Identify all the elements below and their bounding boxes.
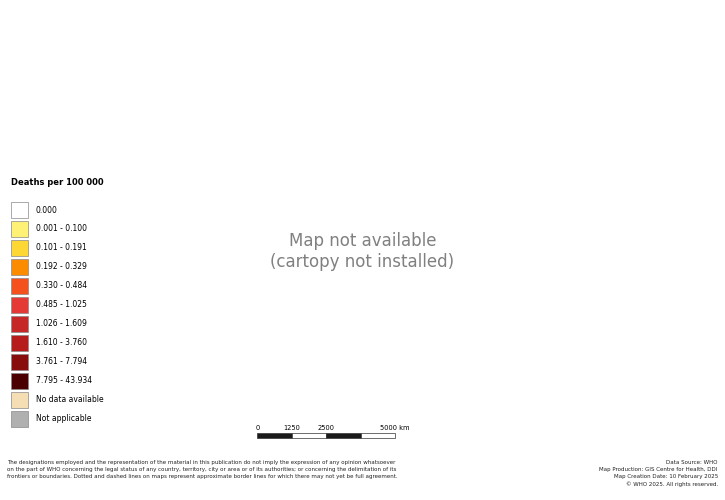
Text: 0.192 - 0.329: 0.192 - 0.329 — [36, 262, 86, 272]
Text: World Health
Organization: World Health Organization — [640, 10, 705, 34]
Bar — [11, 411, 28, 426]
Text: 0.485 - 1.025: 0.485 - 1.025 — [36, 300, 86, 310]
Text: 1250: 1250 — [283, 424, 300, 430]
Text: No data available: No data available — [36, 395, 103, 404]
Text: 5000 km: 5000 km — [381, 424, 410, 430]
Text: 0.000: 0.000 — [36, 206, 57, 214]
Text: Map not available
(cartopy not installed): Map not available (cartopy not installed… — [270, 232, 455, 270]
Bar — [11, 278, 28, 293]
Text: Not applicable: Not applicable — [36, 414, 91, 423]
Bar — [11, 373, 28, 388]
Bar — [360, 432, 395, 438]
Text: 3.761 - 7.794: 3.761 - 7.794 — [36, 358, 87, 366]
Bar — [11, 354, 28, 370]
Text: 0.001 - 0.100: 0.001 - 0.100 — [36, 224, 86, 234]
Bar — [257, 432, 291, 438]
Bar — [11, 316, 28, 332]
Text: Deaths per 100 000: Deaths per 100 000 — [11, 178, 104, 188]
Bar — [11, 335, 28, 350]
Text: 0.101 - 0.191: 0.101 - 0.191 — [36, 244, 86, 252]
Bar — [11, 259, 28, 275]
Text: 7.795 - 43.934: 7.795 - 43.934 — [36, 376, 91, 386]
Text: 0: 0 — [255, 424, 260, 430]
Bar — [326, 432, 360, 438]
Text: 1.026 - 1.609: 1.026 - 1.609 — [36, 320, 86, 328]
Bar — [291, 432, 326, 438]
Text: The designations employed and the representation of the material in this publica: The designations employed and the repres… — [7, 460, 398, 479]
Bar — [11, 240, 28, 256]
Bar — [11, 392, 28, 407]
Bar — [11, 297, 28, 312]
Text: (A) Mortality caused by encephalitis in 2021: (A) Mortality caused by encephalitis in … — [9, 16, 376, 32]
Text: 2500: 2500 — [318, 424, 335, 430]
Text: 1.610 - 3.760: 1.610 - 3.760 — [36, 338, 86, 347]
Bar — [11, 202, 28, 218]
Text: Data Source: WHO
Map Production: GIS Centre for Health, DDI
Map Creation Date: 1: Data Source: WHO Map Production: GIS Cen… — [600, 460, 718, 487]
Bar — [11, 221, 28, 237]
Text: 0.330 - 0.484: 0.330 - 0.484 — [36, 282, 87, 290]
